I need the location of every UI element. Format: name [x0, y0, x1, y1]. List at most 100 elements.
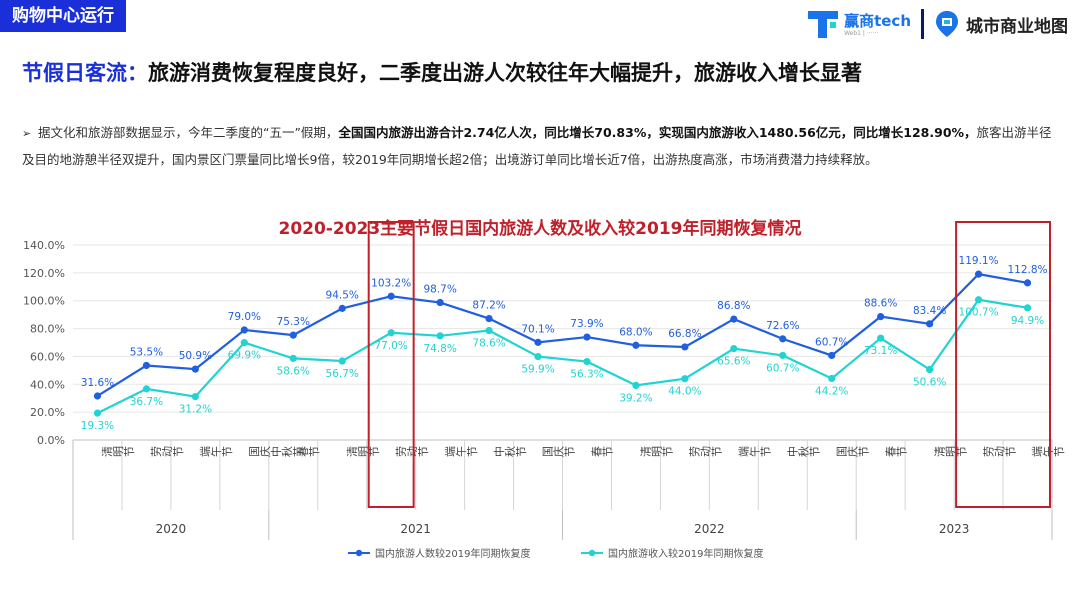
data-label: 56.7% — [326, 368, 359, 380]
category-label: 端午节 — [738, 446, 771, 459]
headline-text: 旅游消费恢复程度良好，二季度出游人次较往年大幅提升，旅游收入增长显著 — [148, 61, 862, 85]
data-point — [436, 332, 444, 340]
y-tick-label: 100.0% — [23, 295, 65, 308]
data-point — [338, 304, 346, 312]
data-point — [926, 365, 934, 374]
data-label: 112.8% — [1008, 264, 1048, 276]
data-point — [534, 352, 542, 361]
city-map-logo: 城市商业地图 — [934, 10, 1068, 38]
data-label: 98.7% — [423, 284, 456, 296]
data-point — [93, 392, 102, 400]
y-tick-label: 40.0% — [30, 378, 65, 391]
category-label: 春节 — [884, 446, 906, 459]
category-label: 端午节 — [444, 446, 477, 459]
highlight-box — [367, 221, 415, 508]
data-point — [730, 315, 738, 323]
data-label: 65.6% — [717, 356, 750, 368]
data-label: 31.2% — [179, 404, 212, 416]
y-tick-label: 20.0% — [30, 406, 65, 419]
data-point — [681, 375, 689, 383]
data-label: 59.9% — [521, 364, 554, 376]
data-point — [730, 345, 738, 353]
data-point — [191, 365, 199, 373]
summary-text-1: 据文化和旅游部数据显示，今年二季度的“五一”假期， — [37, 125, 339, 140]
data-point — [779, 335, 787, 343]
data-point — [974, 296, 983, 304]
data-point — [877, 312, 885, 321]
year-label: 2022 — [694, 522, 725, 536]
chart-title: 2020-2023主要节假日国内旅游人数及收入较2019年同期恢复情况 — [278, 219, 802, 239]
data-label: 56.3% — [570, 369, 603, 381]
data-point — [387, 292, 395, 300]
map-pin-icon — [936, 11, 958, 37]
highlight-box — [955, 221, 1051, 508]
data-label: 94.5% — [326, 289, 359, 301]
city-map-logo-text: 城市商业地图 — [966, 16, 1068, 37]
category-label: 清明节 — [101, 446, 134, 459]
data-label: 77.0% — [374, 340, 407, 352]
category-label: 国庆节 — [542, 446, 575, 459]
data-point — [436, 298, 444, 307]
year-label: 2021 — [400, 522, 431, 536]
category-label: 清明节 — [933, 446, 966, 459]
data-point — [240, 339, 248, 347]
data-label: 73.9% — [570, 318, 603, 330]
logo-divider — [921, 9, 924, 39]
data-point — [632, 381, 640, 389]
data-label: 72.6% — [766, 320, 799, 332]
series-line-visitors — [96, 272, 1028, 397]
summary-paragraph: ➢ 据文化和旅游部数据显示，今年二季度的“五一”假期，全国国内旅游出游合计2.7… — [22, 120, 1062, 173]
data-label: 119.1% — [959, 255, 999, 267]
data-label: 66.8% — [668, 328, 701, 340]
section-tag: 购物中心运行 — [0, 0, 126, 32]
y-tick-label: 80.0% — [30, 323, 65, 336]
category-label: 端午节 — [199, 446, 232, 459]
category-label: 劳动节 — [689, 446, 722, 459]
data-label: 44.0% — [668, 386, 701, 398]
category-label: 清明节 — [346, 446, 379, 459]
summary-bold: 全国国内旅游出游合计2.74亿人次，同比增长70.83%，实现国内旅游收入148… — [338, 125, 977, 140]
category-label: 中秋节 — [786, 446, 819, 459]
data-point — [779, 351, 787, 360]
data-label: 58.6% — [277, 365, 310, 377]
winshang-logo: 赢商tech Web1 | ······ — [806, 7, 911, 41]
data-point — [240, 326, 248, 334]
data-label: 100.7% — [959, 307, 999, 319]
data-point — [142, 385, 151, 393]
data-point — [387, 329, 395, 337]
category-label: 劳动节 — [982, 446, 1015, 459]
data-point — [926, 320, 934, 328]
y-tick-label: 140.0% — [23, 239, 65, 252]
data-label: 79.0% — [228, 311, 261, 323]
data-point — [877, 334, 885, 342]
legend-label: 国内旅游收入较2019年同期恢复度 — [608, 547, 763, 560]
data-label: 86.8% — [717, 300, 750, 312]
data-point — [142, 361, 151, 370]
data-label: 75.3% — [277, 316, 310, 328]
winshang-logo-icon — [808, 11, 839, 38]
data-point — [485, 326, 493, 335]
category-label: 端午节 — [1031, 446, 1064, 459]
data-point — [681, 343, 689, 351]
data-point — [289, 354, 297, 362]
data-label: 88.6% — [864, 298, 897, 310]
data-label: 94.9% — [1011, 315, 1044, 327]
category-label: 春节 — [297, 446, 319, 459]
data-label: 60.7% — [815, 336, 848, 348]
data-label: 39.2% — [619, 392, 652, 404]
bullet-arrow-icon: ➢ — [22, 127, 32, 140]
y-tick-label: 60.0% — [30, 350, 65, 363]
legend-marker — [355, 549, 363, 557]
data-label: 19.3% — [81, 420, 114, 432]
data-point — [1023, 304, 1032, 312]
y-tick-label: 120.0% — [23, 267, 65, 280]
data-point — [338, 357, 346, 365]
data-label: 70.1% — [521, 323, 554, 335]
data-label: 78.6% — [472, 338, 505, 350]
data-point — [191, 392, 199, 401]
page-headline: 节假日客流：旅游消费恢复程度良好，二季度出游人次较往年大幅提升，旅游收入增长显著 — [22, 57, 862, 87]
data-label: 103.2% — [371, 277, 411, 289]
category-label: 春节 — [591, 446, 613, 459]
data-label: 44.2% — [815, 385, 848, 397]
